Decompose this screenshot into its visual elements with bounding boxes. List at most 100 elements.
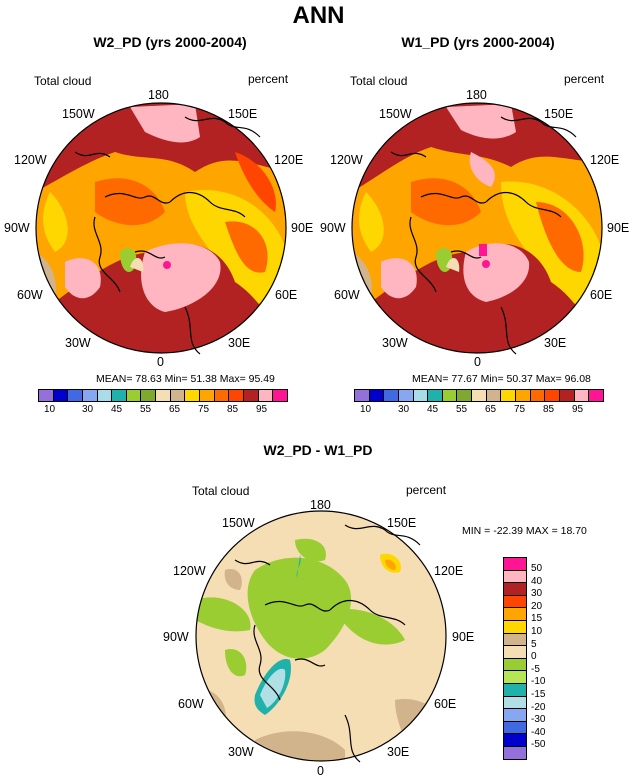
colorbar-swatch [472,390,487,401]
colorbar-swatch [501,390,517,401]
colorbar-swatch [273,390,287,401]
colorbar-swatch [504,734,526,747]
colorbar-tick: 10 [531,626,543,637]
colorbar-swatch [428,390,443,401]
panel2-lon-180: 180 [466,88,487,102]
panel3-lon-0: 0 [317,764,324,778]
colorbar-swatch [200,390,215,401]
panel1-lon-0: 0 [157,355,164,369]
colorbar-tick: 40 [531,575,543,587]
panel1-units-label: percent [248,72,289,86]
colorbar-swatch [82,390,98,401]
panel3-lon-90e: 90E [452,630,475,644]
panel2-colorbar [354,389,604,402]
panel1-lon-30w: 30W [65,336,91,350]
panel1-lon-180: 180 [148,88,169,102]
colorbar-tick: 50 [531,563,543,574]
colorbar-swatch [504,608,526,621]
colorbar-swatch [504,646,526,659]
colorbar-swatch [504,683,526,697]
colorbar-swatch [504,658,526,672]
panel3-lon-60e: 60E [434,697,457,711]
colorbar-tick: 75 [198,404,210,415]
panel1-lon-60w: 60W [17,288,43,302]
colorbar-tick: 45 [427,404,439,415]
colorbar-swatch [229,390,244,401]
colorbar-tick: 95 [256,404,268,415]
panel1-colorbar [38,389,288,402]
colorbar-swatch [398,390,414,401]
colorbar-swatch [39,390,54,401]
colorbar-swatch [126,390,142,401]
colorbar-tick: 10 [360,404,372,415]
colorbar-tick: 75 [514,404,526,415]
colorbar-tick: 55 [456,404,468,415]
panel1-lon-150w: 150W [62,107,95,121]
panel2-lon-150e: 150E [544,107,574,121]
panel3-lon-120e: 120E [434,564,464,578]
panel2-lon-60e: 60E [590,288,613,302]
figure-title: ANN [292,2,345,29]
panel2-units-label: percent [564,72,605,86]
panel1-lon-90w: 90W [4,221,30,235]
colorbar-tick: 65 [485,404,497,415]
panel2-lon-150w: 150W [379,107,412,121]
colorbar-tick: 85 [543,404,555,415]
panel2-colorbar-ticks: 10 30 45 55 65 75 85 95 [354,404,602,418]
colorbar-swatch [589,390,603,401]
panel1-lon-90e: 90E [291,221,314,235]
panel3-lon-60w: 60W [178,697,204,711]
panel3-colorbar [503,557,527,760]
panel2-lon-30e: 30E [544,336,567,350]
panel2-lon-90w: 90W [320,221,346,235]
colorbar-tick: -10 [531,676,546,688]
colorbar-swatch [574,390,590,401]
colorbar-tick: 5 [531,638,537,650]
colorbar-tick: 20 [531,600,543,612]
colorbar-tick: 30 [531,588,543,600]
colorbar-tick: 55 [140,404,152,415]
panel2-title: W1_PD (yrs 2000-2004) [401,34,555,50]
panel1-polar-map [35,102,287,355]
panel3-units-label: percent [406,483,447,497]
panel1-lon-30e: 30E [228,336,251,350]
colorbar-swatch [504,558,526,571]
panel2-variable-label: Total cloud [350,74,408,88]
colorbar-swatch [559,390,575,401]
panel3-colorbar-ticks: 50 40 30 20 15 10 5 0 -5 -10 -15 -20 -30… [531,563,571,763]
panel1-title: W2_PD (yrs 2000-2004) [93,34,247,50]
panel2-stats: MEAN= 77.67 Min= 50.37 Max= 96.08 [412,373,591,385]
colorbar-swatch [516,390,531,401]
colorbar-swatch [112,390,127,401]
panel1-lon-60e: 60E [275,288,298,302]
panel2-polar-map [351,102,603,355]
panel1-colorbar-ticks: 10 30 45 55 65 75 85 95 [38,404,286,418]
panel3-lon-90w: 90W [163,630,189,644]
colorbar-tick: 95 [572,404,584,415]
colorbar-swatch [504,583,526,596]
panel3-lon-120w: 120W [173,564,206,578]
panel3-lon-180: 180 [310,498,331,512]
colorbar-swatch [504,721,526,735]
colorbar-swatch [486,390,502,401]
panel3-title: W2_PD - W1_PD [263,442,373,458]
colorbar-tick: -50 [531,739,546,751]
colorbar-swatch [141,390,157,401]
colorbar-tick: 65 [169,404,181,415]
panel2-lon-120w: 120W [330,153,363,167]
colorbar-swatch [504,709,526,722]
panel3-polar-map [195,510,447,763]
colorbar-swatch [369,390,385,401]
panel1-lon-120w: 120W [14,153,47,167]
panel3-lon-150e: 150E [387,516,417,530]
colorbar-swatch [97,390,113,401]
colorbar-tick: -30 [531,714,546,726]
colorbar-swatch [504,595,526,609]
colorbar-tick: -15 [531,689,546,700]
colorbar-swatch [258,390,274,401]
colorbar-swatch [413,390,429,401]
panel3-lon-30w: 30W [228,745,254,759]
colorbar-tick: 30 [398,404,410,415]
colorbar-tick: -40 [531,726,546,738]
panel1-lon-150e: 150E [228,107,258,121]
